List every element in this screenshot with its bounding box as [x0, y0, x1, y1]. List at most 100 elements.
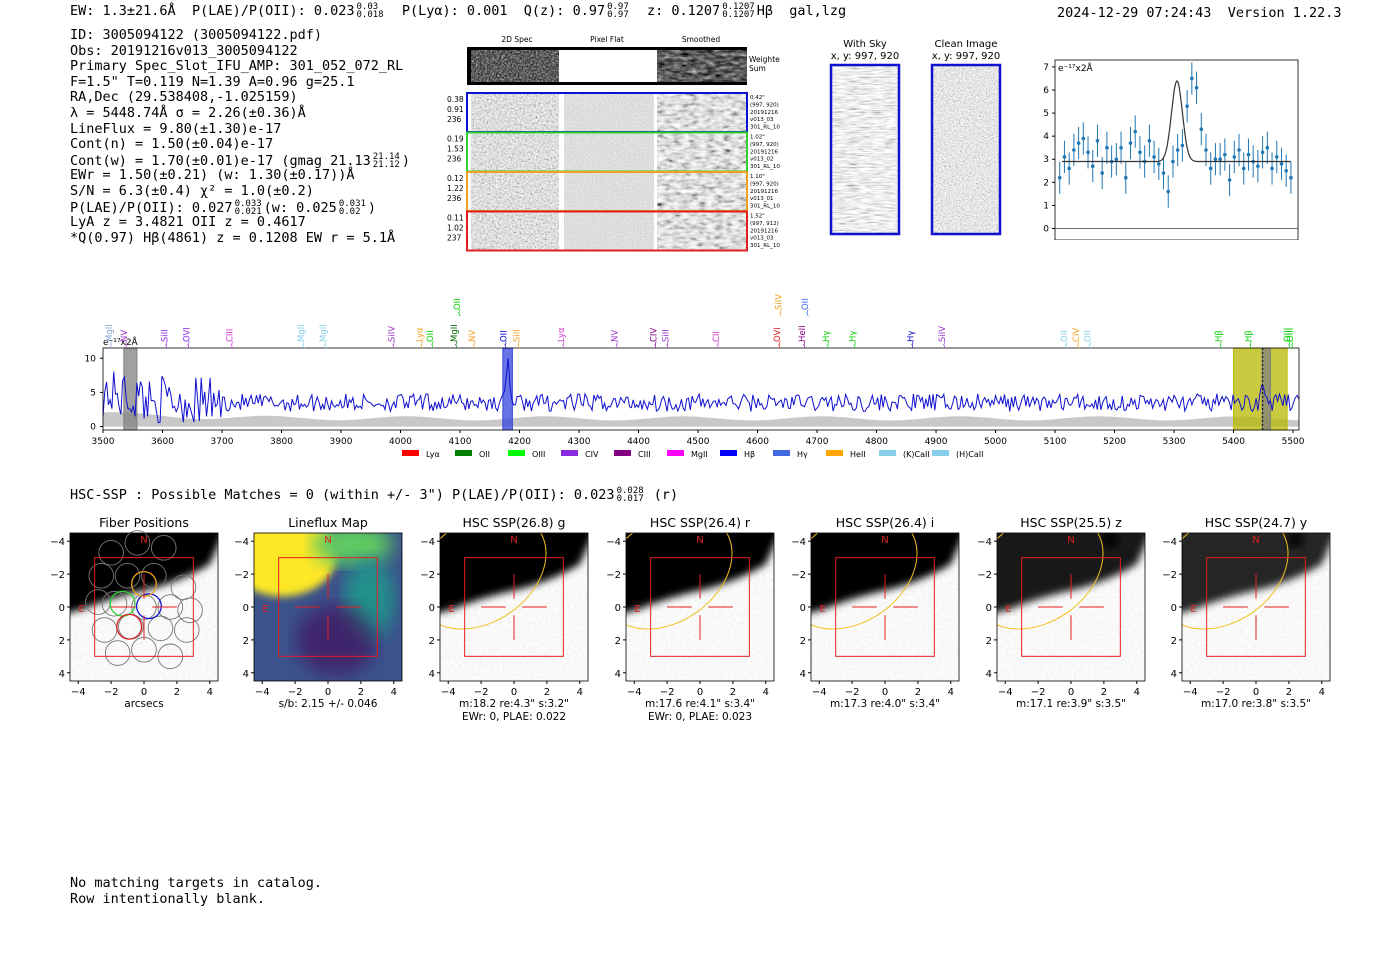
galaxy-ellipse: [811, 533, 918, 630]
panel-ytick-label: −2: [50, 570, 65, 581]
fiber-circle: [88, 562, 115, 589]
spectrum-ytick-label: 5: [90, 388, 96, 398]
panel-xtick-label: 0: [511, 687, 517, 698]
col-title-smoothed: Smoothed: [682, 35, 721, 44]
fit-data-point: [1223, 152, 1227, 157]
panel-xtick-label: 4: [207, 687, 213, 698]
galaxy-shape: [997, 533, 1145, 613]
header-ew: EW: 1.3±21.6Å: [70, 3, 176, 19]
hsc-summary-label: HSC-SSP : Possible Matches = 0 (within +…: [70, 487, 615, 503]
weighted-label-1: Weighted: [749, 55, 780, 64]
spectrum-xtick-label: 4600: [746, 437, 769, 447]
panel-xtick-label: 4: [391, 687, 397, 698]
spectrum-line-label: MgII: [319, 324, 329, 342]
panel-xtick-label: 2: [915, 687, 921, 698]
panel-xtick-label: −2: [660, 687, 675, 698]
spectrum-line-bracket: {: [942, 341, 946, 349]
spectrum-line-bracket: {: [1287, 341, 1291, 349]
spectrum-line-label: OII: [1084, 330, 1094, 342]
spectrum-xtick-label: 3800: [270, 437, 293, 447]
timestamp: 2024-12-29 07:24:43: [1057, 5, 1212, 21]
panel-xtick-label: −4: [812, 687, 827, 698]
fit-data-point: [1157, 162, 1161, 166]
legend-label: MgII: [691, 450, 708, 459]
cutout-smoothed: [657, 133, 747, 171]
legend-label: CIII: [638, 450, 651, 459]
cutout-row-meta: v013_03: [750, 236, 774, 242]
fit-data-point: [1100, 171, 1104, 175]
east-label: E: [262, 604, 268, 615]
spectrum-line-label: OVI: [182, 327, 192, 342]
fit-data-point: [1190, 76, 1194, 81]
north-label: N: [1067, 535, 1074, 546]
detection-info: ID: 3005094122 (3005094122.pdf) Obs: 201…: [70, 27, 410, 246]
north-label: N: [140, 535, 147, 546]
fiber-circle-blue: [135, 593, 162, 620]
spectrum-line-bracket: {: [853, 341, 857, 349]
fit-data-point: [1171, 159, 1175, 164]
panel-ytick-label: 2: [429, 636, 435, 647]
spectrum-line-label: OII: [1060, 330, 1070, 342]
cutout-row-meta: 20191216: [750, 228, 778, 234]
fit-data-point: [1161, 171, 1166, 175]
cutout-row-stat: 1.02: [447, 224, 464, 233]
cutout-row-meta: 0.42": [750, 95, 765, 101]
panel-ytick-label: 2: [615, 636, 621, 647]
panel-xtick-label: 0: [1068, 687, 1074, 698]
spectrum-line-label: CIII: [226, 329, 236, 342]
fit-data-point: [1232, 155, 1237, 159]
imaging-panels: Fiber Positions N E −4 4 −2 2 0 0 2 −2 4 −4 arcsecs Li…: [50, 515, 1331, 723]
panel-caption-2: EWr: 0, PLAE: 0.023: [648, 711, 752, 723]
panel-caption: m:17.6 re:4.1" s:3.4": [645, 698, 755, 710]
panel-xtick-label: 4: [577, 687, 583, 698]
spectrum-line-bracket: {: [454, 341, 458, 349]
panel-xtick-label: 4: [1319, 687, 1325, 698]
panel-xtick-label: 2: [544, 687, 550, 698]
spectrum-line-label: OII: [426, 330, 436, 342]
spectrum-line-bracket: {: [777, 341, 781, 349]
footer-notes: No matching targets in catalog. Row inten…: [70, 875, 322, 907]
spectrum-plot-area: [102, 347, 1300, 431]
east-label: E: [1190, 604, 1196, 615]
fit-ytick-label: 2: [1043, 178, 1049, 188]
panel-xtick-label: 4: [948, 687, 954, 698]
info-contw: Cont(w) = 1.70(±0.01)e-17 (gmag 21.13 21.…: [70, 152, 410, 169]
spectrum-line-label: Hβ: [1244, 330, 1254, 342]
panel-xtick-label: −4: [255, 687, 270, 698]
sky-clean-panels: With Sky x, y: 997, 920 Clean Image x, y…: [829, 39, 1002, 236]
continuum-fill: [103, 412, 1299, 427]
spectrum-line-bracket: {: [420, 341, 424, 349]
spectrum-ytick-label: 0: [90, 423, 96, 433]
companion-source: [915, 533, 934, 549]
cutout-pixelflat: [564, 133, 654, 171]
target-box: [278, 557, 378, 657]
fit-data-point: [1180, 143, 1185, 148]
spectral-cutouts: 2D Spec Pixel Flat Smoothed Weighted Sum…: [447, 35, 780, 252]
cutout-row-stat: 0.19: [447, 135, 464, 144]
clean-coords: x, y: 997, 920: [932, 51, 1001, 62]
cutout-row-stat: 1.22: [447, 184, 464, 193]
spectrum-line-bracket: {: [615, 341, 619, 349]
panel-xtick-label: −2: [474, 687, 489, 698]
version: Version 1.22.3: [1227, 5, 1342, 21]
target-box: [1206, 557, 1306, 657]
footer-line-1: No matching targets in catalog.: [70, 875, 322, 891]
panel-image: [1182, 533, 1330, 681]
cutout-smoothed: [657, 173, 747, 210]
spectrum-line-bracket: {: [124, 341, 128, 349]
cutout-row-stat: 0.91: [447, 105, 464, 114]
panel-xtick-label: 0: [697, 687, 703, 698]
fiber-circle: [101, 590, 128, 617]
info-ewr: EWr = 1.50(±0.21) (w: 1.30(±0.17))Å: [70, 167, 355, 184]
panel-ytick-label: −2: [977, 570, 992, 581]
spectrum-xtick-label: 3700: [211, 437, 234, 447]
spectrum-line-label: CII: [712, 331, 722, 342]
weighted-sum-row: Weighted Sum: [467, 47, 780, 85]
panel-ytick-label: −4: [791, 537, 806, 548]
cutout-row-stat: 236: [447, 155, 462, 164]
panel-image: [811, 533, 959, 681]
